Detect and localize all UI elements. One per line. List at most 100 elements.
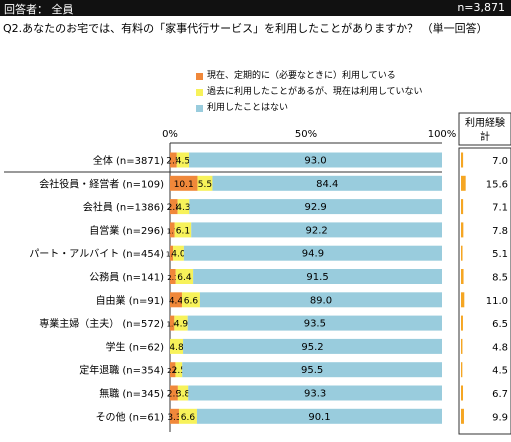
category-label: 会社役員・経営者 (n=109) <box>39 177 164 190</box>
data-label: 4.9 <box>174 320 189 330</box>
experience-bar <box>461 385 464 401</box>
bar-segment <box>170 408 179 424</box>
experience-bar <box>461 269 464 284</box>
bar-segment <box>175 362 183 378</box>
legend-label-past: 過去に利用したことがあるが、現在は利用していない <box>207 87 423 97</box>
data-label: 2.9 <box>167 390 182 400</box>
experience-value: 4.8 <box>492 342 508 353</box>
bar-segment <box>189 152 442 168</box>
data-label: 4.8 <box>169 343 184 353</box>
question-text: Q2.あなたのお宅では、有料の「家事代行サービス」を利用したことがありますか？ … <box>3 22 488 35</box>
experience-value: 7.8 <box>492 226 508 237</box>
legend-item-never: 利用したことはない <box>196 100 423 116</box>
bar-segment <box>188 385 442 401</box>
bar-segment <box>170 199 178 215</box>
bar-segment <box>170 269 176 284</box>
bar-segment <box>212 175 442 191</box>
data-label: 6.4 <box>177 273 192 283</box>
category-label: 全体 (n=3871) <box>93 154 164 167</box>
data-label: 94.9 <box>302 249 324 260</box>
experience-value: 15.6 <box>486 179 508 190</box>
bar-segment <box>170 175 198 191</box>
experience-header-box <box>458 112 511 146</box>
data-label: 1.7 <box>167 227 178 235</box>
bar-segment <box>197 175 213 191</box>
experience-bar <box>461 338 463 354</box>
data-label: 4.0 <box>171 250 186 260</box>
legend-swatch-regular <box>196 72 203 80</box>
x-tick-label: 100% <box>428 129 457 140</box>
experience-value: 5.1 <box>492 249 508 260</box>
experience-value: 4.5 <box>492 366 508 377</box>
experience-bar <box>461 152 464 168</box>
legend-label-regular: 現在、定期的に（必要なときに）利用している <box>207 71 396 81</box>
category-label: パート・アルバイト (n=454) <box>29 248 164 260</box>
bar-segment <box>174 315 188 331</box>
data-label: 3.3 <box>167 413 181 423</box>
legend-item-regular: 現在、定期的に（必要なときに）利用している <box>196 68 423 84</box>
experience-bar <box>461 362 463 378</box>
bar-segment <box>170 245 173 261</box>
bar-segment <box>170 362 176 378</box>
bar-segment <box>177 199 190 215</box>
data-label: 5.5 <box>198 180 212 190</box>
bar-segment <box>182 362 443 378</box>
legend-swatch-past <box>196 88 203 96</box>
experience-bar <box>461 175 466 191</box>
bar-segment <box>170 222 175 238</box>
data-label: 10.1 <box>174 180 194 190</box>
category-label: 専業主婦（主夫） (n=572) <box>39 317 164 330</box>
bar-segment <box>189 199 442 215</box>
bar-segment <box>187 315 442 331</box>
category-label: 学生 (n=62) <box>106 340 165 353</box>
category-label: 会社員 (n=1386) <box>83 201 164 214</box>
experience-header-line1: 利用経験 <box>465 116 505 129</box>
bar-segment <box>178 408 197 424</box>
data-label: 93.3 <box>304 389 326 400</box>
experience-bar <box>461 315 463 331</box>
category-label: 自営業 (n=296) <box>89 224 164 237</box>
experience-value: 9.9 <box>492 412 508 423</box>
bar-segment <box>170 315 175 331</box>
category-label: 公務員 (n=141) <box>89 271 164 284</box>
experience-bar <box>461 245 463 261</box>
data-label: 2.0 <box>167 367 178 375</box>
data-label: 92.2 <box>305 225 327 236</box>
data-label: 1.1 <box>166 251 177 259</box>
data-label: 4.5 <box>176 157 190 167</box>
data-label: 6.6 <box>181 413 196 423</box>
bar-segment <box>170 292 182 308</box>
respondent-label: 回答者： 全員 <box>4 3 74 16</box>
bar-segment <box>183 338 442 354</box>
category-label: その他 (n=61) <box>96 410 165 423</box>
experience-column-box <box>458 147 511 435</box>
data-label: 6.6 <box>184 296 199 306</box>
data-label: 4.3 <box>176 203 190 213</box>
legend-swatch-never <box>196 104 203 112</box>
legend: 現在、定期的に（必要なときに）利用している 過去に利用したことがあるが、現在は利… <box>196 68 423 116</box>
experience-value: 11.0 <box>486 296 508 307</box>
bar-segment <box>177 385 189 401</box>
legend-item-past: 過去に利用したことがあるが、現在は利用していない <box>196 84 423 100</box>
bar-segment <box>176 152 190 168</box>
data-label: 89.0 <box>310 295 332 306</box>
experience-value: 6.5 <box>492 319 508 330</box>
data-label: 93.5 <box>304 319 326 330</box>
data-label: 4.4 <box>169 296 184 306</box>
data-label: 91.5 <box>306 272 328 283</box>
experience-bar <box>461 199 464 215</box>
bar-segment <box>191 222 442 238</box>
category-label: 自由業 (n=91) <box>96 294 165 307</box>
bar-segment <box>174 222 192 238</box>
x-tick-label: 0% <box>162 129 178 140</box>
category-label: 定年退職 (n=354) <box>79 364 164 377</box>
data-label: 95.5 <box>301 365 323 376</box>
sample-size: n=3,871 <box>457 1 505 14</box>
x-tick-label: 50% <box>295 129 317 140</box>
experience-value: 7.1 <box>492 203 508 214</box>
data-label: 95.2 <box>301 342 323 353</box>
data-label: 92.9 <box>305 202 327 213</box>
experience-value: 7.0 <box>492 156 508 167</box>
data-label: 2.5 <box>166 157 180 167</box>
